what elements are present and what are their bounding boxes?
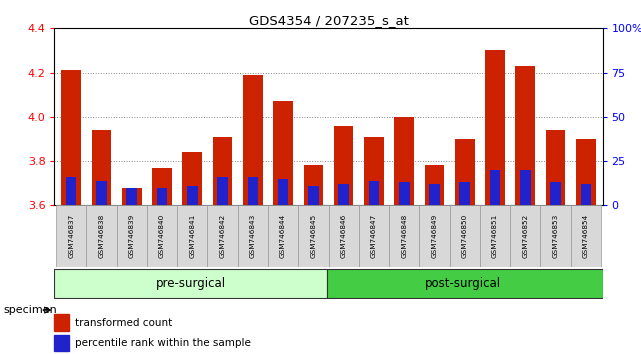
Text: GSM746853: GSM746853 — [553, 214, 558, 258]
Bar — [424, 166, 444, 205]
Bar — [338, 184, 349, 205]
Text: GSM746854: GSM746854 — [583, 214, 589, 258]
Bar — [56, 205, 87, 267]
Bar — [520, 170, 531, 205]
Bar — [183, 152, 202, 205]
Text: specimen: specimen — [3, 305, 57, 315]
Bar — [87, 205, 117, 267]
Bar — [515, 66, 535, 205]
Text: GSM746845: GSM746845 — [310, 214, 317, 258]
Bar — [92, 130, 112, 205]
Text: GSM746850: GSM746850 — [462, 214, 468, 258]
Text: GSM746842: GSM746842 — [219, 214, 226, 258]
Bar — [581, 184, 591, 205]
Bar — [117, 205, 147, 267]
Bar — [364, 137, 384, 205]
Text: GSM746848: GSM746848 — [401, 214, 407, 258]
Bar — [389, 205, 419, 267]
Bar — [213, 137, 233, 205]
Bar — [545, 130, 565, 205]
Bar — [327, 269, 603, 297]
Text: GSM746851: GSM746851 — [492, 214, 498, 258]
Bar — [54, 335, 69, 351]
Bar — [460, 182, 470, 205]
Text: GSM746846: GSM746846 — [340, 214, 347, 258]
Text: GSM746849: GSM746849 — [431, 214, 438, 258]
Bar — [208, 205, 238, 267]
Bar — [122, 188, 142, 205]
Bar — [304, 166, 323, 205]
Bar — [308, 186, 319, 205]
Text: pre-surgical: pre-surgical — [156, 277, 226, 290]
Bar — [156, 188, 167, 205]
Bar — [147, 205, 177, 267]
Bar — [126, 188, 137, 205]
Text: GSM746852: GSM746852 — [522, 214, 528, 258]
Bar — [298, 205, 328, 267]
Bar — [66, 177, 76, 205]
Bar — [247, 177, 258, 205]
Text: GSM746844: GSM746844 — [280, 214, 286, 258]
Bar — [177, 205, 208, 267]
Bar — [369, 181, 379, 205]
Bar — [394, 117, 414, 205]
Bar — [419, 205, 449, 267]
Text: post-surgical: post-surgical — [425, 277, 501, 290]
Text: GSM746838: GSM746838 — [99, 214, 104, 258]
Bar — [268, 205, 298, 267]
Bar — [187, 186, 197, 205]
Bar — [510, 205, 540, 267]
Text: transformed count: transformed count — [75, 318, 172, 328]
Bar — [540, 205, 570, 267]
Bar — [238, 205, 268, 267]
Bar — [243, 75, 263, 205]
Bar — [490, 170, 501, 205]
Bar — [359, 205, 389, 267]
Text: GSM746837: GSM746837 — [68, 214, 74, 258]
Title: GDS4354 / 207235_s_at: GDS4354 / 207235_s_at — [249, 14, 408, 27]
Bar — [570, 205, 601, 267]
Bar — [54, 269, 327, 297]
Text: GSM746841: GSM746841 — [189, 214, 196, 258]
Bar — [485, 51, 505, 205]
Bar — [480, 205, 510, 267]
Bar — [551, 182, 561, 205]
Bar — [455, 139, 474, 205]
Bar — [278, 179, 288, 205]
Text: GSM746839: GSM746839 — [129, 214, 135, 258]
Bar — [429, 184, 440, 205]
Bar — [217, 177, 228, 205]
Bar — [96, 181, 106, 205]
Text: GSM746843: GSM746843 — [250, 214, 256, 258]
Bar — [273, 101, 293, 205]
Bar — [399, 182, 410, 205]
Text: GSM746840: GSM746840 — [159, 214, 165, 258]
Bar — [54, 314, 69, 331]
Text: percentile rank within the sample: percentile rank within the sample — [75, 338, 251, 348]
Bar — [62, 70, 81, 205]
Bar — [334, 126, 353, 205]
Bar — [449, 205, 480, 267]
Bar — [576, 139, 595, 205]
Bar — [328, 205, 359, 267]
Bar — [152, 168, 172, 205]
Text: GSM746847: GSM746847 — [371, 214, 377, 258]
